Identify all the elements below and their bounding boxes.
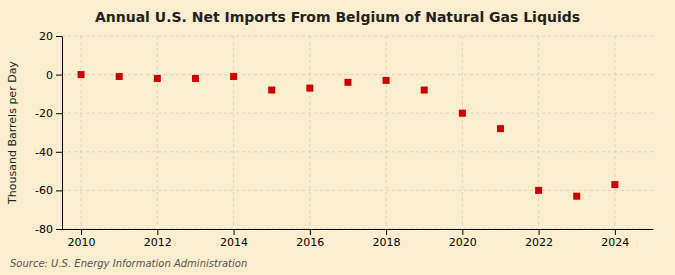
x-tick: 2016	[296, 229, 324, 249]
title: Annual U.S. Net Imports From Belgium of …	[95, 9, 580, 25]
point	[535, 187, 542, 194]
y-grid-line	[62, 74, 653, 75]
points	[78, 71, 619, 200]
grid	[62, 36, 653, 229]
x-tick-label: 2020	[449, 236, 477, 249]
point	[344, 79, 351, 86]
y-tick: -20	[35, 107, 62, 120]
y-grid-line	[62, 190, 653, 191]
point	[497, 125, 504, 132]
point	[306, 85, 313, 92]
x-grid-line	[309, 36, 310, 229]
x-tick-mark	[234, 229, 235, 235]
x-tick-label: 2012	[144, 236, 172, 249]
y-axis-title: Thousand Barrels per Day	[6, 61, 19, 205]
x-tick-label: 2018	[373, 236, 401, 249]
x-grid-line	[81, 36, 82, 229]
x-tick-label: 2014	[220, 236, 248, 249]
y-grid-line	[62, 229, 653, 230]
x-tick: 2012	[144, 229, 172, 249]
point	[459, 110, 466, 117]
point	[573, 193, 580, 200]
x-tick: 2024	[601, 229, 629, 249]
y-tick-mark	[56, 113, 62, 114]
source: Source: U.S. Energy Information Administ…	[10, 258, 247, 269]
y-tick: -60	[35, 184, 62, 197]
background	[0, 0, 675, 275]
x-tick-mark	[462, 229, 463, 235]
y-tick-label: -80	[35, 223, 53, 236]
point	[78, 71, 85, 78]
x-tick: 2014	[220, 229, 248, 249]
y-tick-mark	[56, 36, 62, 37]
y-tick-label: -20	[35, 107, 53, 120]
point	[154, 75, 161, 82]
x-tick-mark	[81, 229, 82, 235]
y-axis: -80 -60 -40 -20 0 20	[35, 30, 62, 236]
chart: 2010 2012 2014 2016 2018 2020 2022 2024 -80 -60 -4…	[0, 0, 675, 275]
x-tick-mark	[310, 229, 311, 235]
x-tick-label: 2016	[296, 236, 324, 249]
y-grid-line	[62, 36, 653, 37]
y-grid-line	[62, 151, 653, 152]
y-tick-mark	[56, 152, 62, 153]
point	[383, 77, 390, 84]
x-tick: 2022	[525, 229, 553, 249]
x-tick-mark	[386, 229, 387, 235]
x-tick: 2018	[373, 229, 401, 249]
y-axis-line	[62, 37, 63, 230]
y-tick-mark	[56, 229, 62, 230]
y-tick-mark	[56, 190, 62, 191]
point	[192, 75, 199, 82]
point	[268, 87, 275, 94]
point	[230, 73, 237, 80]
y-tick-mark	[56, 75, 62, 76]
x-tick-mark	[615, 229, 616, 235]
y-tick: -40	[35, 146, 62, 159]
x-tick-label: 2010	[68, 236, 96, 249]
x-tick: 2020	[449, 229, 477, 249]
y-tick-label: 0	[46, 69, 53, 82]
y-tick: 20	[39, 30, 62, 43]
x-tick: 2010	[68, 229, 96, 249]
y-tick-label: 20	[39, 30, 53, 43]
plot: 2010 2012 2014 2016 2018 2020 2022 2024 -80 -60 -4…	[35, 30, 653, 249]
x-grid-line	[157, 36, 158, 229]
x-axis-line	[63, 229, 654, 230]
x-axis: 2010 2012 2014 2016 2018 2020 2022 2024	[63, 229, 654, 249]
y-tick-label: -40	[35, 146, 53, 159]
x-grid-line	[233, 36, 234, 229]
point	[116, 73, 123, 80]
y-grid-line	[62, 113, 653, 114]
y-tick-label: -60	[35, 184, 53, 197]
x-grid-line	[614, 36, 615, 229]
y-tick: -80	[35, 223, 62, 236]
y-tick: 0	[46, 69, 62, 82]
x-tick-mark	[539, 229, 540, 235]
x-tick-label: 2022	[525, 236, 553, 249]
x-grid-line	[538, 36, 539, 229]
point	[421, 87, 428, 94]
x-grid-line	[386, 36, 387, 229]
x-tick-mark	[157, 229, 158, 235]
point	[611, 181, 618, 188]
x-tick-label: 2024	[601, 236, 629, 249]
x-grid-line	[462, 36, 463, 229]
